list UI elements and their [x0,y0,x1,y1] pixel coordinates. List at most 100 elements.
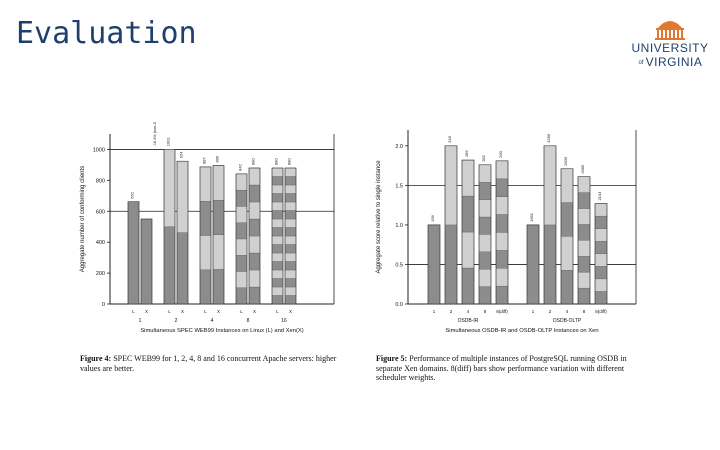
bar [495,160,509,305]
logo-of: of [638,60,643,66]
bar-segment [284,252,297,262]
bar-category-label: 8 [484,309,487,314]
bar-segment [271,286,284,296]
bar-segment [495,214,509,233]
bar-segment [594,278,608,292]
slide-title: Evaluation [16,16,197,51]
bar-segment [284,278,297,288]
bar-category-label: L [204,309,207,314]
bar-segment [577,224,591,241]
bar-segment [284,235,297,245]
bar-segment [495,268,509,287]
bar-segment [176,161,189,233]
bar-segment [248,252,261,271]
bar-segment [594,266,608,280]
bar-category-label: L [240,309,243,314]
bar-category-label: L [132,309,135,314]
bar-segment [235,189,248,207]
figure4-caption-text: SPEC WEB99 for 1, 2, 4, 8 and 16 concurr… [80,354,337,373]
bar-segment [271,244,284,254]
bar-segment [199,235,212,270]
y-axis-label: Aggregate score relative to single insta… [376,160,382,274]
bar-segment [199,269,212,305]
bar-segment [560,168,574,203]
bar-segment [444,224,458,305]
y-tick-label: 0.0 [395,302,403,308]
chart-annotation: -16.3% (non-SMP guest) [153,122,157,146]
bar-category-label: L [276,309,279,314]
bar-segment [577,176,591,193]
bar-segment [284,244,297,254]
y-tick-label: 1000 [93,147,105,153]
bar-segment [248,201,261,220]
bar-segment [176,232,189,305]
bar [427,224,441,305]
bar-category-label: X [289,309,292,314]
bar-segment [284,227,297,237]
bar [594,203,608,305]
bar-segment [495,232,509,251]
bar [235,173,248,305]
bar-value-label: 290 [498,150,503,157]
y-tick-label: 200 [96,271,105,277]
bar-segment [284,261,297,271]
figure4-caption-lead: Figure 4: [80,354,112,363]
bar-segment [284,193,297,203]
bar-value-label: 2833 [563,156,568,166]
bar-segment [577,256,591,273]
group-label: 1 [139,318,142,324]
bar [543,145,557,305]
bar-segment [478,269,492,287]
bar-value-label: 158 [430,214,435,221]
bar [212,165,225,305]
bar-segment [248,235,261,254]
bar [140,218,153,305]
bar-value-label: 887 [202,156,207,163]
bar-segment [140,218,153,305]
bar-category-label: X [145,309,148,314]
group-label: 2 [175,318,178,324]
bar-segment [212,199,225,235]
bar-segment [495,160,509,179]
bar-segment [235,287,248,305]
bar-value-label: 880 [251,158,256,165]
bar-value-label: 880 [274,158,279,165]
bar-segment [526,224,540,305]
group-label: 4 [211,318,214,324]
bar-segment [594,291,608,305]
bar-segment [478,182,492,200]
bar-segment [248,286,261,305]
bar [444,145,458,305]
bar-value-label: 924 [179,151,184,158]
bar-segment [284,167,297,177]
figure5-caption-text: Performance of multiple instances of Pos… [376,354,627,382]
y-tick-label: 1.0 [395,223,403,229]
bar-segment [271,269,284,279]
bar-category-label: 4 [467,309,470,314]
bar-segment [543,145,557,226]
bar-segment [284,269,297,279]
bar [271,167,284,305]
figure5-caption-lead: Figure 5: [376,354,408,363]
bar-category-label: 1 [433,309,436,314]
figure4-chart: 0 200 400 600 800 1000 Aggregate number of con… [80,122,335,334]
bar-category-label: 2 [549,309,552,314]
bar-segment [284,184,297,194]
bar-category-label: X [217,309,220,314]
bar-segment [235,173,248,191]
bar-segment [577,192,591,209]
bar-segment [212,269,225,305]
bar [461,159,475,305]
bar-segment [478,286,492,305]
bar-segment [248,167,261,186]
bar [127,201,140,305]
bar-value-label: 1661 [529,212,534,222]
bar-segment [594,253,608,267]
bar-segment [495,250,509,269]
bar-segment [271,235,284,245]
bar-segment [248,269,261,288]
bar-segment [478,164,492,183]
bar-value-label: 662 [130,191,135,198]
bar-value-label: 880 [287,158,292,165]
y-axis-label: Aggregate number of conforming clients [80,166,86,272]
